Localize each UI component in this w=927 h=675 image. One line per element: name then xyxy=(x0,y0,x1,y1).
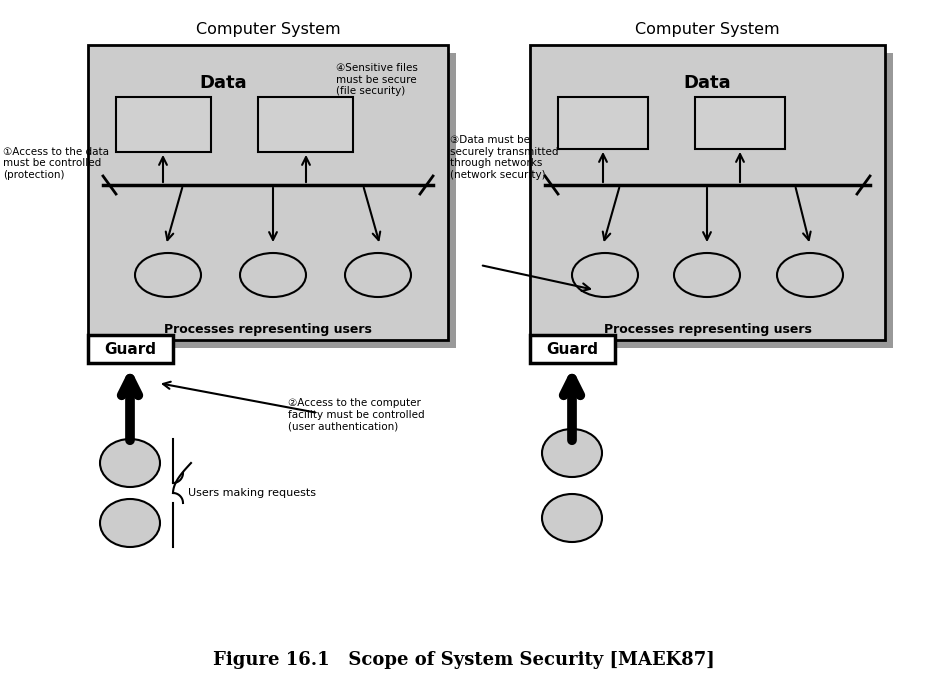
Text: Guard: Guard xyxy=(105,342,157,356)
Text: Data: Data xyxy=(199,74,247,92)
Ellipse shape xyxy=(674,253,740,297)
Bar xyxy=(258,97,353,152)
Bar xyxy=(88,45,448,340)
Bar xyxy=(530,45,885,340)
Text: ①Access to the data
must be controlled
(protection): ①Access to the data must be controlled (… xyxy=(3,146,109,180)
Text: Figure 16.1   Scope of System Security [MAEK87]: Figure 16.1 Scope of System Security [MA… xyxy=(212,651,715,669)
Ellipse shape xyxy=(100,439,160,487)
Bar xyxy=(88,335,173,363)
Bar xyxy=(530,335,615,363)
Ellipse shape xyxy=(777,253,843,297)
Ellipse shape xyxy=(240,253,306,297)
Bar xyxy=(96,53,456,348)
Ellipse shape xyxy=(542,494,602,542)
Text: ②Access to the computer
facility must be controlled
(user authentication): ②Access to the computer facility must be… xyxy=(288,398,425,431)
Text: Processes representing users: Processes representing users xyxy=(603,323,811,337)
Bar xyxy=(538,53,893,348)
Ellipse shape xyxy=(345,253,411,297)
Text: ④Sensitive files
must be secure
(file security): ④Sensitive files must be secure (file se… xyxy=(336,63,418,97)
Ellipse shape xyxy=(542,429,602,477)
Ellipse shape xyxy=(135,253,201,297)
Ellipse shape xyxy=(100,499,160,547)
Bar xyxy=(695,97,785,149)
Text: Data: Data xyxy=(684,74,731,92)
Bar xyxy=(558,97,648,149)
Text: Computer System: Computer System xyxy=(635,22,780,37)
Text: ③Data must be
securely transmitted
through networks
(network security): ③Data must be securely transmitted throu… xyxy=(450,135,558,180)
Bar xyxy=(116,97,211,152)
Ellipse shape xyxy=(572,253,638,297)
Text: Users making requests: Users making requests xyxy=(188,488,316,498)
Text: Computer System: Computer System xyxy=(196,22,340,37)
Text: Guard: Guard xyxy=(547,342,599,356)
Text: Processes representing users: Processes representing users xyxy=(164,323,372,337)
